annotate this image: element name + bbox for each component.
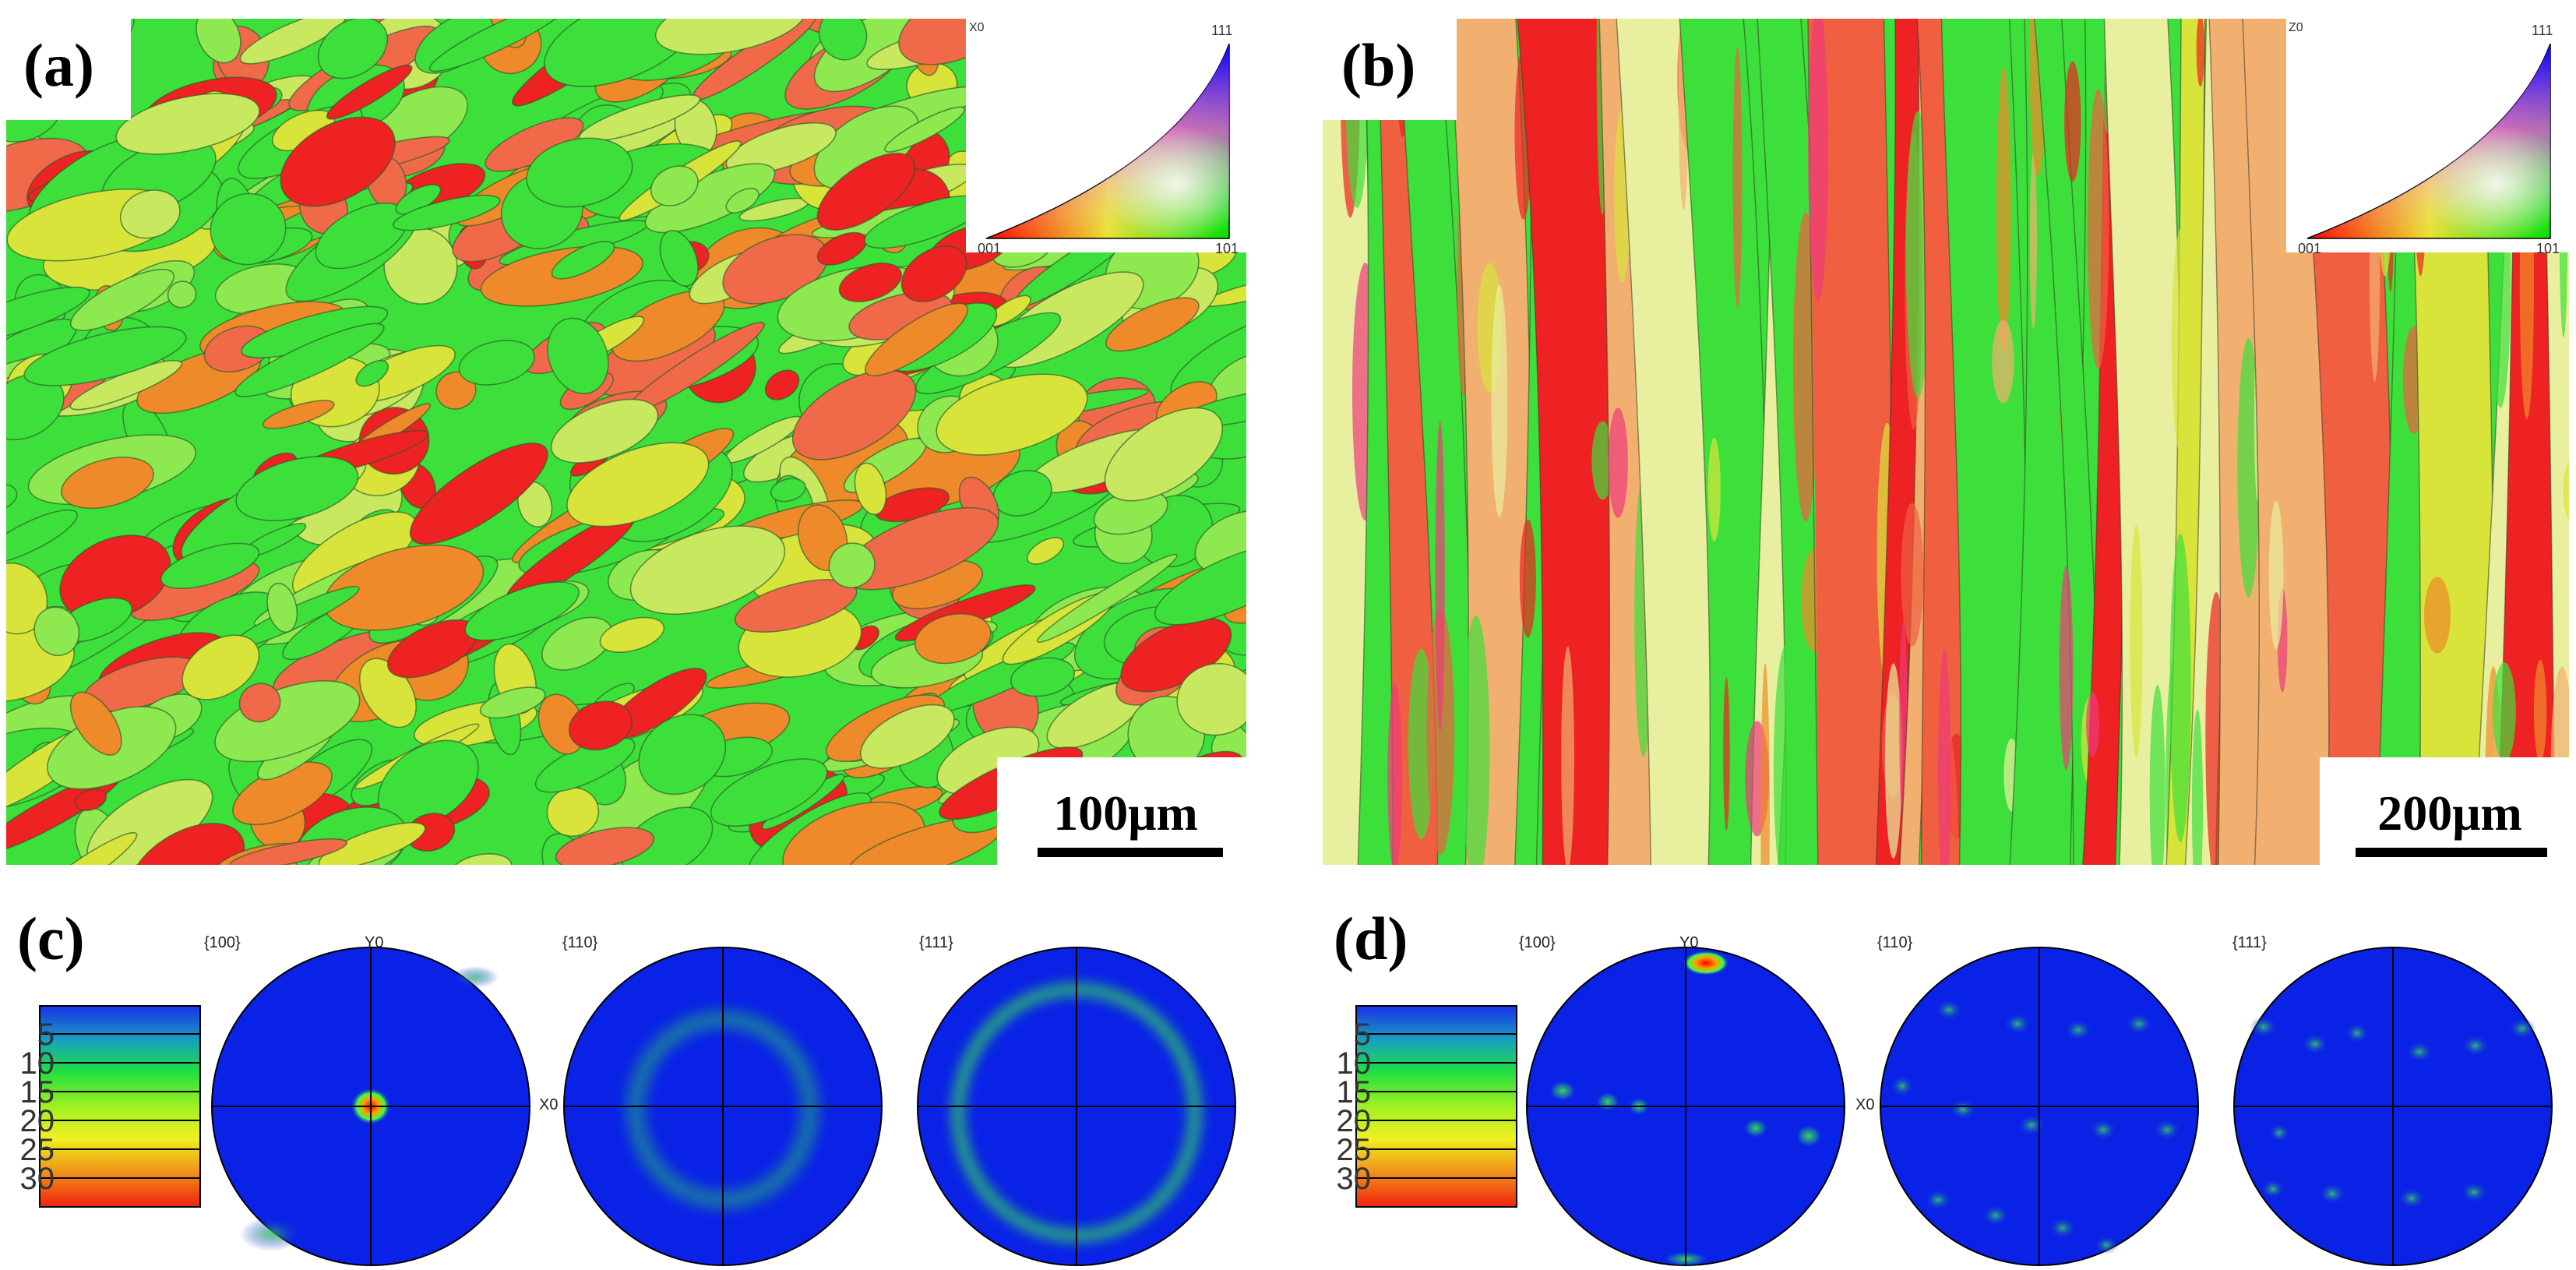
pole-figure-d-110 xyxy=(1880,947,2199,1266)
panel-label-d: (d) xyxy=(1334,905,1408,972)
scale-label-a: 100μm xyxy=(1053,785,1198,841)
ipf-triangle-b xyxy=(2306,44,2551,239)
axis-label-a: X0 xyxy=(969,21,985,34)
legend-d-5: 5 xyxy=(1353,1018,1371,1052)
ipf-left-label-a: 001 xyxy=(978,241,1002,256)
panel-label-b: (b) xyxy=(1341,31,1416,99)
pole-figure-c-110 xyxy=(563,947,883,1266)
legend-d-30: 30 xyxy=(1336,1162,1372,1196)
legend-c-10: 10 xyxy=(19,1046,55,1081)
ipf-triangle-a xyxy=(985,44,1230,239)
legend-c xyxy=(39,1005,201,1208)
legend-c-30: 30 xyxy=(19,1162,55,1196)
pole-figure-d-100 xyxy=(1526,947,1845,1267)
legend-c-20: 20 xyxy=(19,1104,55,1138)
pole-figure-d-111 xyxy=(2233,947,2553,1266)
legend-d xyxy=(1355,1005,1517,1208)
pf-c-110-label: {110} xyxy=(562,934,598,951)
ipf-right-label-a: 101 xyxy=(1215,241,1239,256)
legend-c-5: 5 xyxy=(37,1018,55,1052)
pf-d-110-label: {110} xyxy=(1877,934,1913,951)
ipf-top-label-b: 111 xyxy=(2532,23,2553,38)
panel-label-c: (c) xyxy=(17,905,85,972)
scale-box-a xyxy=(997,757,1246,865)
label-box-b xyxy=(1323,19,1457,120)
legend-d-10: 10 xyxy=(1336,1046,1372,1081)
scale-box-b xyxy=(2320,757,2569,865)
label-box-a xyxy=(6,19,131,120)
legend-c-25: 25 xyxy=(19,1133,55,1167)
legend-d-15: 15 xyxy=(1336,1075,1372,1109)
ipf-right-label-b: 101 xyxy=(2536,241,2560,256)
axis-label-b: Z0 xyxy=(2289,21,2303,34)
pf-d-111-label: {111} xyxy=(2232,934,2267,951)
ipf-left-label-b: 001 xyxy=(2298,241,2322,256)
legend-c-15: 15 xyxy=(19,1075,55,1109)
pf-d-100-label: {100} xyxy=(1519,934,1556,951)
pole-figure-c-111 xyxy=(917,947,1236,1266)
pf-c-y-axis: Y0 xyxy=(365,934,384,951)
scale-bar-b xyxy=(2356,848,2547,857)
legend-d-20: 20 xyxy=(1336,1104,1372,1138)
pf-c-100-label: {100} xyxy=(204,934,241,951)
pole-figure-c-100 xyxy=(211,947,530,1266)
scale-bar-a xyxy=(1038,848,1223,857)
panel-label-a: (a) xyxy=(23,31,94,99)
pf-d-y-axis: Y0 xyxy=(1679,934,1699,951)
pf-c-x-axis: X0 xyxy=(539,1096,559,1113)
pf-c-111-label: {111} xyxy=(919,934,953,951)
legend-d-25: 25 xyxy=(1336,1133,1372,1167)
pf-d-x-axis: X0 xyxy=(1855,1096,1875,1113)
ipf-top-label-a: 111 xyxy=(1211,23,1233,38)
scale-label-b: 200μm xyxy=(2377,785,2522,841)
